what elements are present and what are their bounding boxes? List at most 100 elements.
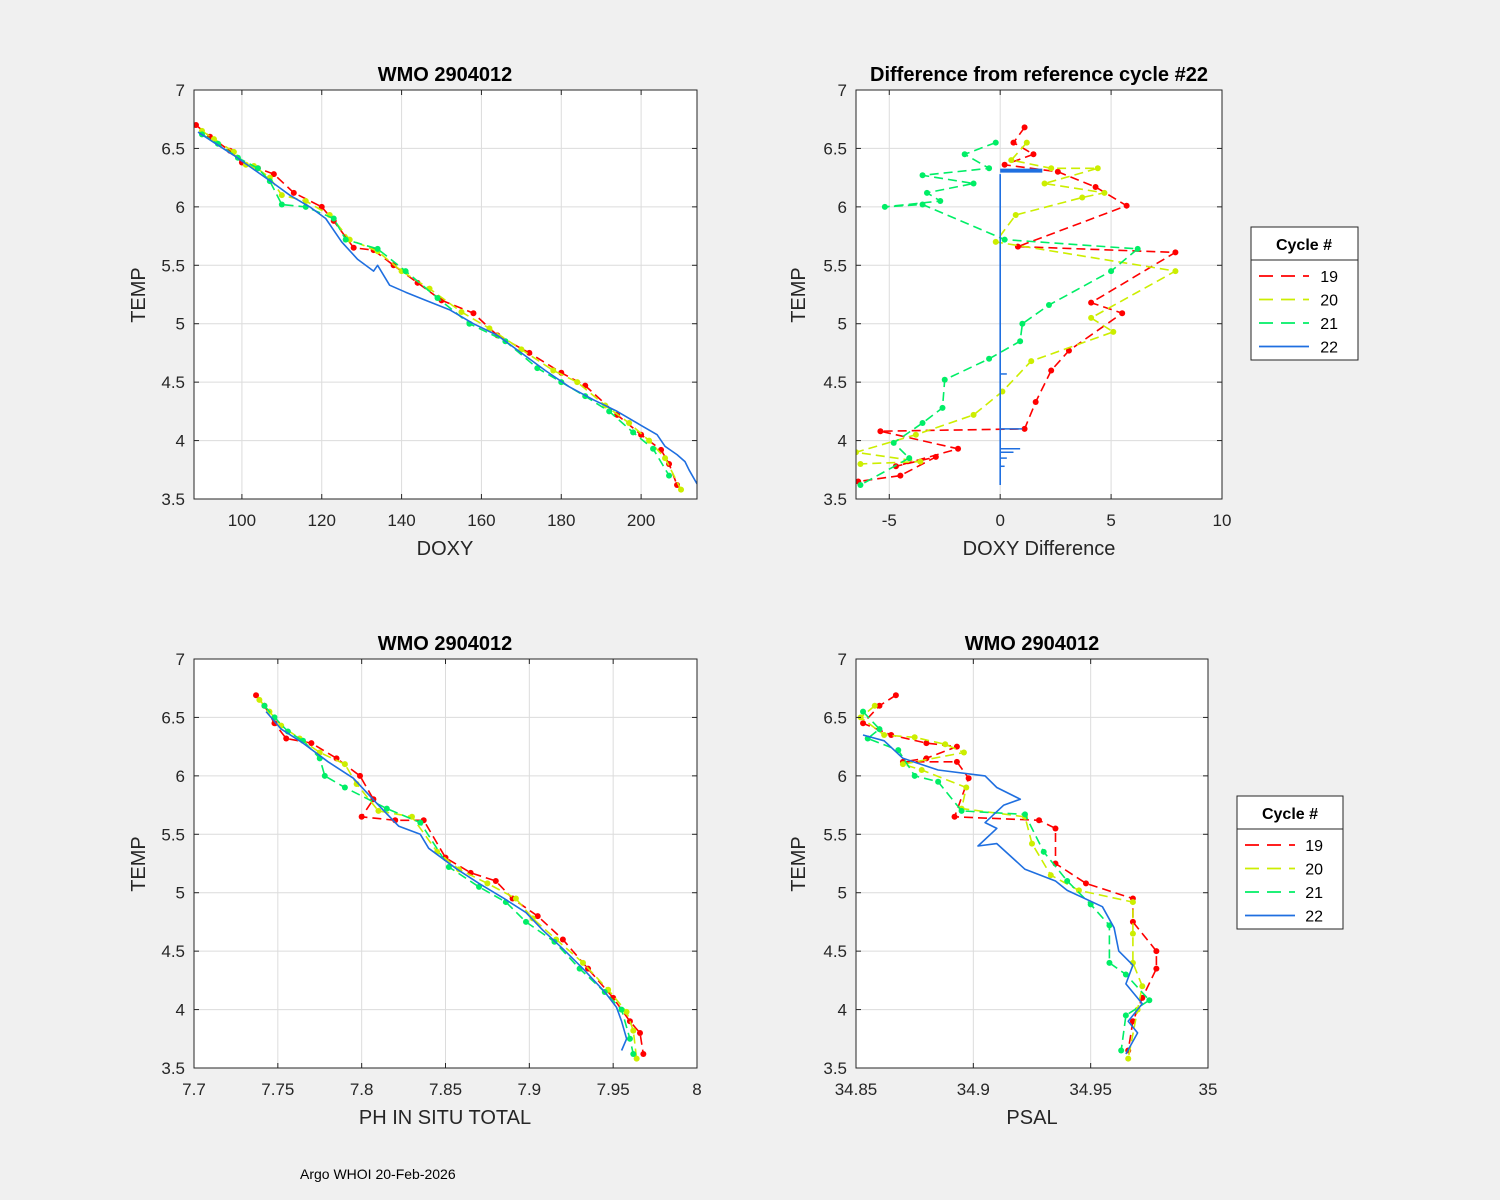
x-tick-label: 100 xyxy=(228,511,256,530)
series-line-cycle-19[interactable] xyxy=(862,694,1158,1051)
axes-doxy-difference[interactable]: -5 0 5 10 3.5 4 4.5 5 5.5 6 6.5 7 Difference from r… xyxy=(788,64,1231,560)
data-point-cycle-20 xyxy=(256,696,263,703)
data-point-cycle-20 xyxy=(626,420,633,427)
data-point-cycle-19 xyxy=(1119,310,1126,317)
data-point-cycle-19 xyxy=(1021,124,1028,131)
data-point-cycle-21 xyxy=(417,819,424,826)
data-point-cycle-21 xyxy=(342,236,349,243)
data-point-cycle-21 xyxy=(923,189,930,196)
data-point-cycle-19 xyxy=(1082,880,1089,887)
data-point-cycle-19 xyxy=(318,203,325,210)
series-line-cycle-22[interactable] xyxy=(197,131,697,485)
data-point-cycle-19 xyxy=(636,1029,643,1036)
data-point-cycle-20 xyxy=(1110,328,1117,335)
data-point-cycle-20 xyxy=(1075,887,1082,894)
series-group xyxy=(856,124,1179,488)
data-point-cycle-20 xyxy=(1101,189,1108,196)
data-point-cycle-19 xyxy=(953,758,960,765)
data-point-cycle-21 xyxy=(1045,302,1052,309)
data-point-cycle-19 xyxy=(1129,918,1136,925)
data-point-cycle-21 xyxy=(1122,971,1129,978)
y-tick-label: 6.5 xyxy=(823,708,847,727)
series-line-cycle-20[interactable] xyxy=(859,705,1144,1059)
data-point-cycle-19 xyxy=(1001,161,1008,168)
y-tick-label: 5.5 xyxy=(161,256,185,275)
legend-label-cycle-19: 19 xyxy=(1320,269,1338,286)
y-tick-label: 7 xyxy=(176,81,185,100)
data-point-cycle-19 xyxy=(965,775,972,782)
legend-top[interactable]: Cycle # 19 20 21 22 xyxy=(1250,226,1359,361)
x-tick-label: 160 xyxy=(467,511,495,530)
data-point-cycle-19 xyxy=(932,453,939,460)
data-point-cycle-21 xyxy=(1146,997,1153,1004)
data-point-cycle-19 xyxy=(350,244,357,251)
data-point-cycle-21 xyxy=(1134,245,1141,252)
data-point-cycle-20 xyxy=(871,702,878,709)
series-line-cycle-22[interactable] xyxy=(862,734,1144,1055)
data-point-cycle-19 xyxy=(1036,817,1043,824)
data-point-cycle-21 xyxy=(278,201,285,208)
x-tick-label: 7.7 xyxy=(182,1080,206,1099)
data-point-cycle-21 xyxy=(402,268,409,275)
plot-background xyxy=(194,90,697,499)
y-tick-label: 4 xyxy=(838,432,847,451)
x-axis-label: PSAL xyxy=(1006,1107,1057,1129)
data-point-cycle-21 xyxy=(935,778,942,785)
data-point-cycle-20 xyxy=(942,741,949,748)
data-point-cycle-20 xyxy=(963,784,970,791)
y-tick-label: 3.5 xyxy=(823,1059,847,1078)
y-tick-label: 6 xyxy=(838,767,847,786)
y-axis-label: TEMP xyxy=(788,836,810,892)
data-point-cycle-20 xyxy=(1125,1055,1132,1062)
data-point-cycle-20 xyxy=(1012,212,1019,219)
data-point-cycle-19 xyxy=(1048,367,1055,374)
data-point-cycle-20 xyxy=(678,486,685,493)
series-line-cycle-22[interactable] xyxy=(265,711,628,1051)
y-tick-label: 7 xyxy=(176,650,185,669)
data-point-cycle-20 xyxy=(899,761,906,768)
data-point-cycle-20 xyxy=(550,367,557,374)
chart-title: WMO 2904012 xyxy=(378,633,513,655)
data-point-cycle-21 xyxy=(919,172,926,179)
data-point-cycle-19 xyxy=(1032,399,1039,406)
x-tick-label: 8 xyxy=(692,1080,701,1099)
data-point-cycle-20 xyxy=(278,192,285,199)
series-line-cycle-19[interactable] xyxy=(255,694,645,1055)
plot-area: -5 0 5 10 3.5 4 4.5 5 5.5 6 6.5 7 xyxy=(823,81,1231,530)
x-tick-label: 7.75 xyxy=(261,1080,294,1099)
data-point-cycle-21 xyxy=(970,180,977,187)
data-point-cycle-21 xyxy=(937,198,944,205)
y-tick-label: 7 xyxy=(838,650,847,669)
legend-box xyxy=(1236,795,1344,930)
y-tick-label: 5 xyxy=(176,315,185,334)
plot-area: 7.7 7.75 7.8 7.85 7.9 7.95 8 3.5 4 4.5 5 5.5 6 6.5 7 xyxy=(161,650,701,1099)
y-tick-label: 3.5 xyxy=(161,1059,185,1078)
data-point-cycle-19 xyxy=(270,171,277,178)
data-point-cycle-21 xyxy=(939,404,946,411)
y-tick-label: 6 xyxy=(838,198,847,217)
data-point-cycle-20 xyxy=(881,731,888,738)
data-point-cycle-19 xyxy=(951,813,958,820)
y-tick-label: 5.5 xyxy=(823,256,847,275)
footer-credit: Argo WHOI 20-Feb-2026 xyxy=(300,1166,456,1182)
data-point-cycle-19 xyxy=(1153,948,1160,955)
series-line-cycle-21[interactable] xyxy=(860,141,1139,486)
legend-title: Cycle # xyxy=(1262,806,1318,823)
y-tick-label: 5.5 xyxy=(823,825,847,844)
y-tick-label: 4 xyxy=(176,1001,185,1020)
data-point-cycle-20 xyxy=(458,309,465,316)
data-point-cycle-20 xyxy=(1029,840,1035,847)
axes-ph-temp[interactable]: 7.7 7.75 7.8 7.85 7.9 7.95 8 3.5 4 4.5 5 5.5 6 6.5 7 W… xyxy=(128,633,702,1129)
data-point-cycle-19 xyxy=(356,772,363,779)
data-point-cycle-21 xyxy=(1106,959,1113,966)
axes-doxy-temp[interactable]: 100 120 140 160 180 200 3.5 4 4.5 5 5.5 6 6.5 7 WMO 2… xyxy=(128,64,698,560)
data-point-cycle-19 xyxy=(626,1018,633,1025)
legend-bottom[interactable]: Cycle # 19 20 21 22 xyxy=(1236,795,1344,930)
data-point-cycle-19 xyxy=(1021,425,1028,432)
data-point-cycle-21 xyxy=(321,772,328,779)
data-point-cycle-19 xyxy=(1052,825,1059,832)
data-point-cycle-21 xyxy=(1019,320,1026,327)
axes-psal-temp[interactable]: 34.85 34.9 34.95 35 3.5 4 4.5 5 5.5 6 6.5 7 WMO 290… xyxy=(788,633,1217,1129)
data-point-cycle-20 xyxy=(856,449,859,456)
